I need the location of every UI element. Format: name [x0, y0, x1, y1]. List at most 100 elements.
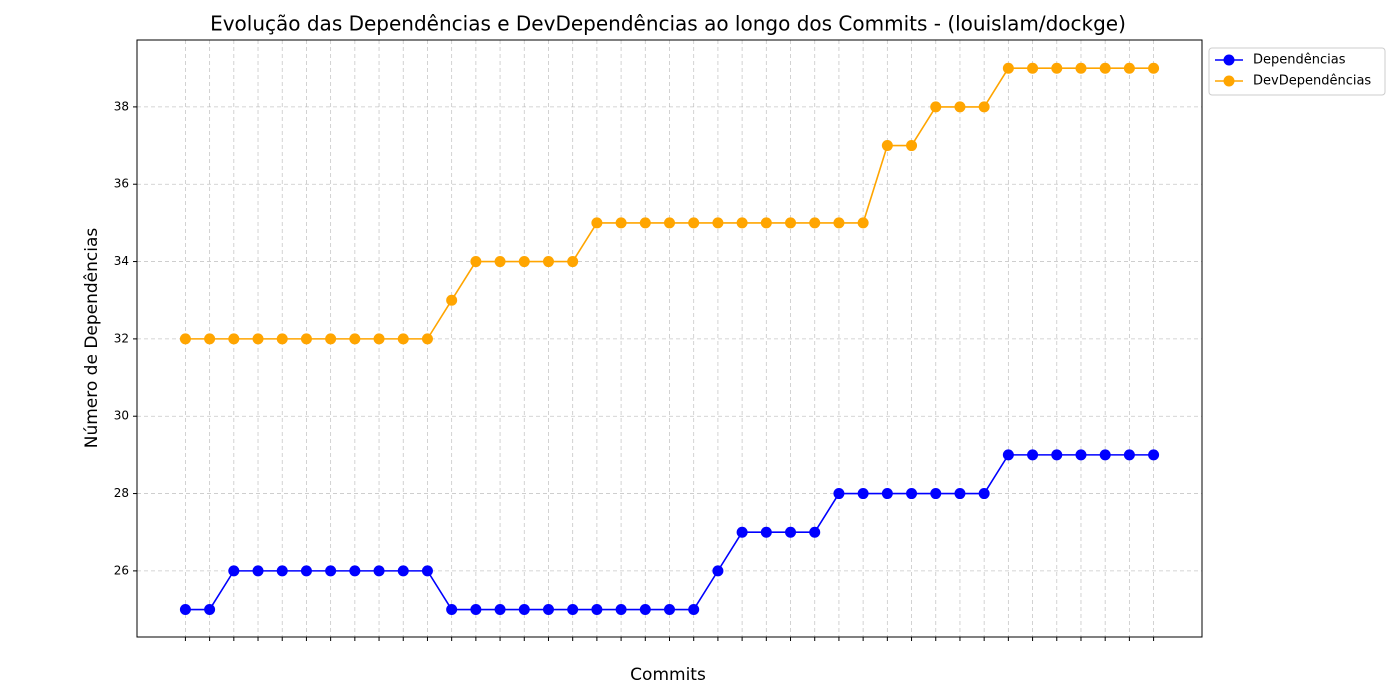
point [1148, 449, 1160, 461]
point [204, 333, 216, 345]
point [518, 604, 530, 616]
point [252, 333, 264, 345]
x-axis-label: Commits [630, 665, 706, 685]
point [276, 333, 288, 345]
point [881, 140, 893, 152]
point [906, 488, 918, 500]
point [639, 604, 651, 616]
point [954, 488, 966, 500]
legend-label: DevDependências [1253, 74, 1371, 89]
y-tick-label: 26 [114, 563, 129, 577]
point [1123, 62, 1135, 74]
point [373, 565, 385, 577]
point [349, 333, 361, 345]
point [494, 604, 506, 616]
y-axis-label: Número de Dependências [82, 228, 102, 449]
point [325, 333, 337, 345]
point [1099, 449, 1111, 461]
chart-title: Evolução das Dependências e DevDependênc… [210, 12, 1126, 36]
point [664, 604, 675, 616]
point [736, 217, 748, 229]
point [688, 217, 700, 229]
point [179, 604, 191, 616]
point [712, 565, 724, 577]
point [542, 256, 554, 268]
point [833, 488, 845, 500]
point [615, 217, 627, 229]
legend-marker [1223, 75, 1235, 87]
y-tick-label: 32 [114, 331, 129, 345]
point [1051, 62, 1063, 74]
point [1051, 449, 1063, 461]
point [930, 101, 942, 113]
point [978, 488, 990, 500]
point [1002, 62, 1014, 74]
point [785, 526, 797, 538]
point [736, 526, 748, 538]
point [809, 526, 821, 538]
point [760, 526, 772, 538]
point [1027, 62, 1039, 74]
point [1148, 62, 1160, 74]
legend-box [1208, 47, 1386, 96]
point [712, 217, 724, 229]
point [300, 565, 312, 577]
y-tick-label: 36 [114, 177, 129, 191]
point [446, 294, 458, 306]
point [567, 256, 579, 268]
point [688, 604, 700, 616]
point [470, 256, 482, 268]
point [1099, 62, 1111, 74]
point [179, 333, 191, 345]
point [518, 256, 530, 268]
point [470, 604, 482, 616]
point [785, 217, 797, 229]
point [857, 217, 869, 229]
point [252, 565, 264, 577]
point [809, 217, 821, 229]
point [397, 565, 409, 577]
point [567, 604, 579, 616]
point [494, 256, 506, 268]
point [204, 604, 216, 616]
point [760, 217, 772, 229]
point [1002, 449, 1014, 461]
point [300, 333, 312, 345]
point [591, 604, 603, 616]
legend-label: Dependências [1253, 53, 1346, 68]
point [1075, 62, 1087, 74]
point [615, 604, 627, 616]
point [228, 333, 240, 345]
point [1075, 449, 1087, 461]
point [276, 565, 288, 577]
y-tick-label: 38 [114, 99, 129, 113]
point [421, 333, 433, 345]
point [446, 604, 458, 616]
point [349, 565, 361, 577]
point [1123, 449, 1135, 461]
point [421, 565, 433, 577]
legend-marker [1223, 54, 1235, 66]
point [833, 217, 845, 229]
point [397, 333, 409, 345]
point [228, 565, 240, 577]
point [978, 101, 990, 113]
y-tick-label: 30 [114, 409, 129, 423]
y-tick-label: 34 [114, 254, 129, 268]
point [639, 217, 651, 229]
point [857, 488, 869, 500]
point [591, 217, 603, 229]
y-tick-label: 28 [114, 486, 129, 500]
point [325, 565, 337, 577]
point [542, 604, 554, 616]
point [664, 217, 675, 229]
point [906, 140, 918, 152]
point [930, 488, 942, 500]
point [881, 488, 893, 500]
point [1027, 449, 1039, 461]
point [954, 101, 966, 113]
plot-frame [136, 39, 1203, 638]
legend: Dependências DevDependências [1208, 47, 1386, 96]
point [373, 333, 385, 345]
